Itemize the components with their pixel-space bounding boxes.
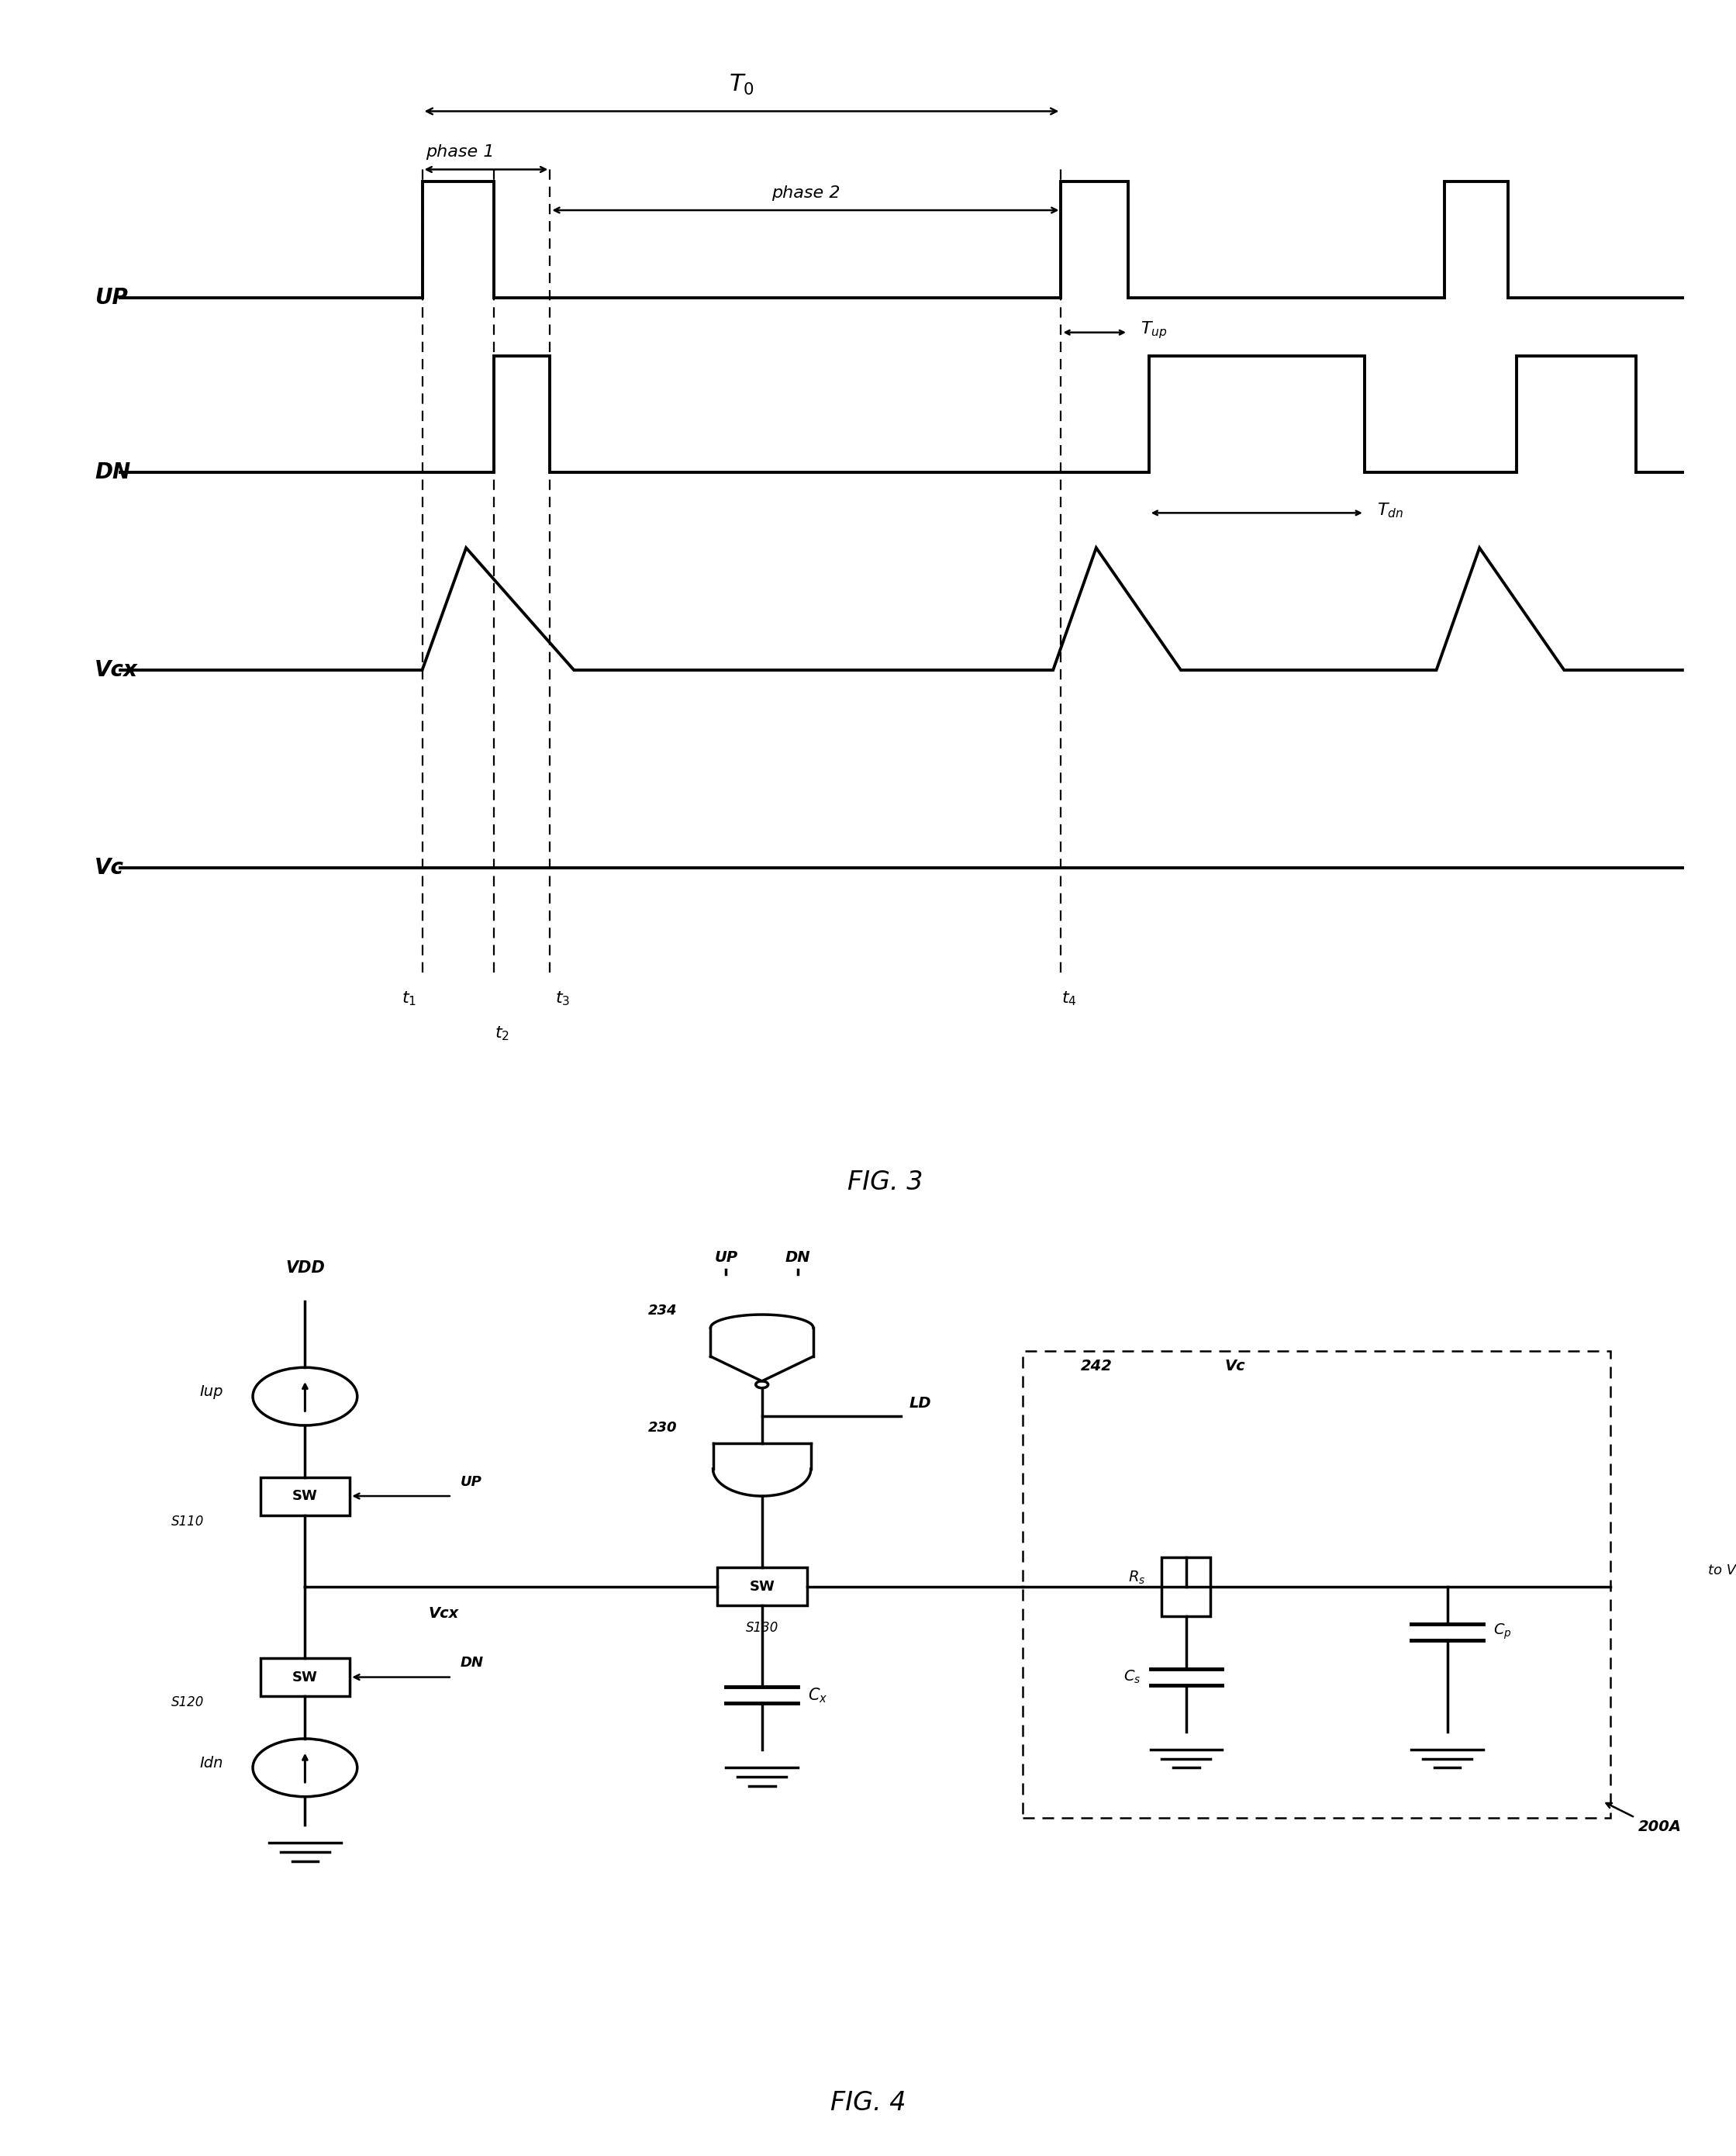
Text: Vcx: Vcx — [95, 660, 139, 681]
Text: FIG. 3: FIG. 3 — [847, 1169, 924, 1194]
Text: Vcx: Vcx — [429, 1606, 458, 1621]
Text: FIG. 4: FIG. 4 — [830, 2089, 906, 2115]
Text: $t_3$: $t_3$ — [556, 990, 569, 1007]
Text: Iup: Iup — [200, 1384, 224, 1399]
Text: $T_{up}$: $T_{up}$ — [1141, 319, 1168, 341]
Text: DN: DN — [785, 1250, 811, 1266]
Text: DN: DN — [460, 1656, 483, 1671]
Bar — [1161, 1557, 1210, 1617]
Text: 242: 242 — [1080, 1358, 1113, 1373]
Text: LD: LD — [910, 1395, 930, 1410]
Text: $C_s$: $C_s$ — [1123, 1669, 1141, 1686]
Text: $T_{dn}$: $T_{dn}$ — [1377, 502, 1404, 520]
Text: UP: UP — [713, 1250, 738, 1266]
Bar — [260, 1477, 351, 1516]
Text: $T_0$: $T_0$ — [729, 73, 755, 97]
Text: Idn: Idn — [200, 1755, 224, 1770]
Text: SW: SW — [292, 1671, 318, 1684]
Bar — [717, 1567, 807, 1606]
Text: $C_x$: $C_x$ — [807, 1686, 828, 1705]
Text: UP: UP — [460, 1475, 481, 1490]
Text: Vc: Vc — [95, 858, 125, 880]
Text: VDD: VDD — [285, 1261, 325, 1276]
Text: phase 2: phase 2 — [771, 185, 840, 201]
Text: S130: S130 — [745, 1621, 778, 1634]
Text: $C_p$: $C_p$ — [1493, 1621, 1512, 1641]
Text: 230: 230 — [648, 1421, 677, 1436]
Bar — [260, 1658, 351, 1697]
Text: $t_4$: $t_4$ — [1061, 990, 1076, 1007]
Text: S110: S110 — [170, 1514, 203, 1529]
Text: SW: SW — [292, 1490, 318, 1503]
Text: to VCO: to VCO — [1708, 1563, 1736, 1578]
Text: SW: SW — [750, 1580, 774, 1593]
Circle shape — [755, 1382, 767, 1388]
Bar — [1023, 1352, 1611, 1818]
Text: $t_1$: $t_1$ — [403, 990, 417, 1007]
Text: UP: UP — [95, 287, 128, 308]
Text: $t_2$: $t_2$ — [495, 1024, 509, 1044]
Text: phase 1: phase 1 — [425, 144, 495, 160]
Text: Vc: Vc — [1226, 1358, 1245, 1373]
Text: DN: DN — [95, 461, 130, 483]
Text: $R_s$: $R_s$ — [1128, 1570, 1146, 1587]
Text: 200A: 200A — [1639, 1820, 1682, 1835]
Text: 234: 234 — [648, 1304, 677, 1317]
Text: S120: S120 — [170, 1695, 203, 1710]
